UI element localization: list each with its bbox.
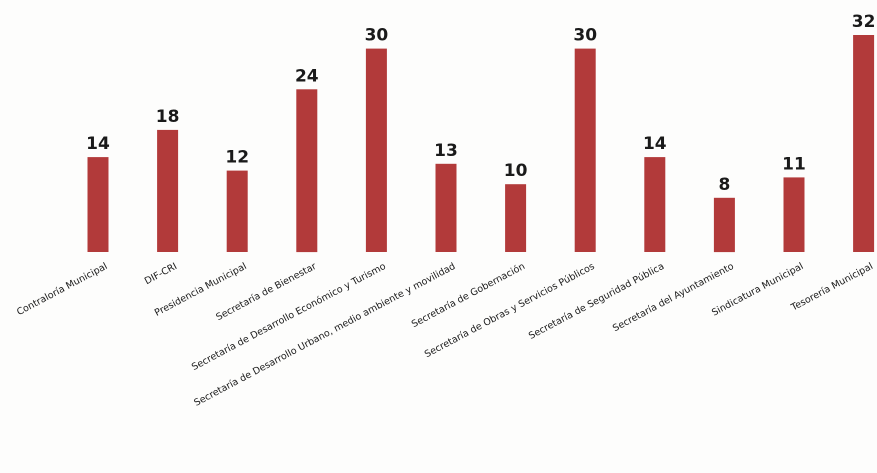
category-label-0: Contraloría Municipal	[15, 261, 109, 318]
value-label-4: 30	[365, 26, 389, 46]
value-label-9: 8	[718, 175, 730, 195]
bar-4	[365, 48, 387, 252]
value-label-2: 12	[225, 148, 249, 168]
category-label-6: Secretaría de Gobernación	[410, 261, 527, 330]
bar-0	[87, 157, 109, 252]
category-label-9: Secretaría del Ayuntamiento	[611, 261, 736, 334]
bar-7	[574, 48, 596, 252]
value-label-7: 30	[573, 26, 597, 46]
bar-2	[226, 170, 248, 252]
value-label-3: 24	[295, 66, 319, 86]
category-label-5: Secretaría de Desarrollo Urbano, medio a…	[192, 261, 457, 409]
value-label-0: 14	[86, 134, 110, 154]
value-label-11: 32	[852, 12, 876, 32]
bar-10	[783, 177, 805, 252]
bar-8	[644, 157, 666, 252]
category-labels-group: Contraloría Municipal DIF-CRIPresidencia …	[15, 261, 875, 409]
bars-group	[87, 35, 875, 253]
bar-6	[505, 184, 527, 252]
bar-3	[296, 89, 318, 253]
value-label-8: 14	[643, 134, 667, 154]
bar-1	[157, 129, 179, 252]
category-label-8: Secretaría de Seguridad Pública	[527, 261, 666, 342]
value-label-10: 11	[782, 154, 806, 174]
value-label-6: 10	[504, 161, 528, 181]
category-label-1: DIF-CRI	[143, 261, 179, 287]
bar-5	[435, 163, 457, 252]
bar-11	[853, 35, 875, 252]
value-label-1: 18	[156, 107, 180, 127]
value-label-5: 13	[434, 141, 458, 161]
bar-9	[713, 197, 735, 253]
value-labels-group: 14 18 12 24 30 13 10 30 14 8 11 32	[86, 12, 875, 195]
